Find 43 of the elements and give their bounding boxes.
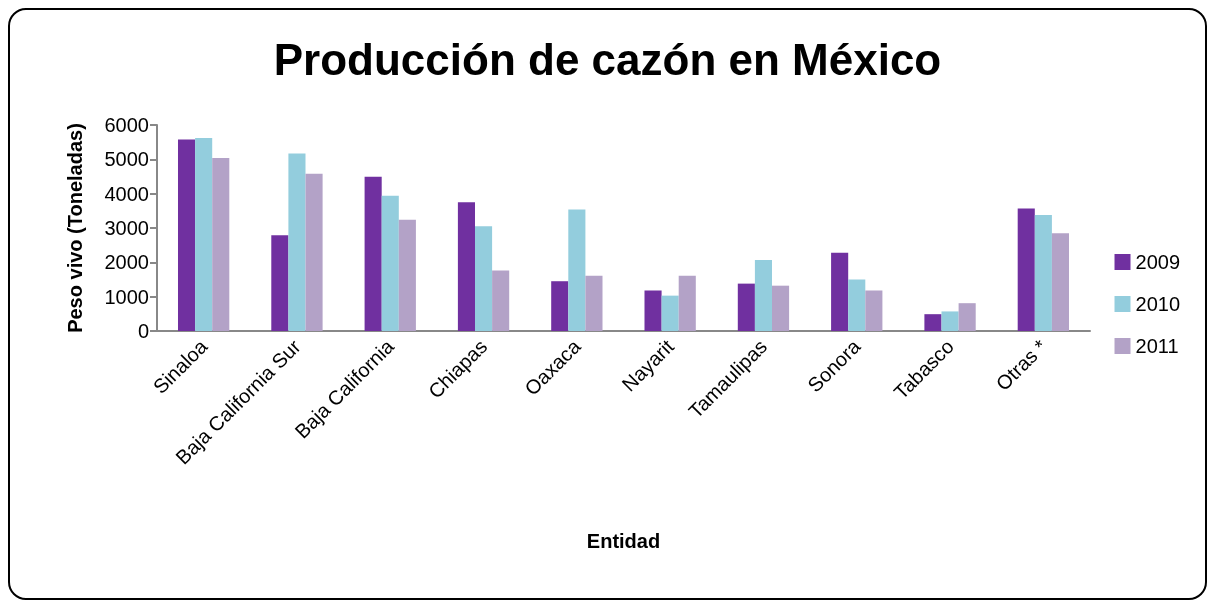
bar <box>1017 208 1035 331</box>
y-tick-label: 2000 <box>104 251 149 274</box>
x-axis-title: Entidad <box>586 530 661 552</box>
bar <box>271 235 289 331</box>
y-tick-label: 1000 <box>104 285 149 308</box>
bar <box>364 176 382 331</box>
bar <box>195 138 213 331</box>
bar <box>305 173 323 331</box>
bar <box>678 275 696 331</box>
bar <box>212 157 230 331</box>
bar <box>475 226 493 331</box>
bar <box>457 202 475 331</box>
legend-label: 2010 <box>1135 293 1181 315</box>
bar <box>585 275 603 331</box>
bar <box>381 195 399 331</box>
bar <box>644 290 662 331</box>
legend-label: 2011 <box>1135 335 1179 357</box>
bar <box>551 281 569 331</box>
y-axis-title: Peso vivo (Toneladas) <box>64 123 86 333</box>
bar <box>924 314 942 331</box>
bar <box>831 252 849 331</box>
y-tick-label: 0 <box>137 320 149 342</box>
bar <box>848 279 866 331</box>
bar <box>865 290 883 331</box>
bar <box>288 153 306 331</box>
bar <box>737 283 755 331</box>
chart-title: Producción de cazón en México <box>273 34 942 84</box>
bar <box>958 303 976 331</box>
bar <box>1051 233 1070 331</box>
y-tick-label: 5000 <box>104 148 149 171</box>
bar <box>772 285 790 331</box>
bar <box>754 259 772 331</box>
y-tick-label: 3000 <box>104 217 149 239</box>
bar <box>492 270 510 331</box>
bar <box>398 219 416 331</box>
y-tick-label: 6000 <box>104 114 149 136</box>
legend-label: 2009 <box>1135 251 1181 273</box>
bar <box>661 295 679 331</box>
bar <box>568 209 586 331</box>
bar <box>941 311 959 331</box>
y-tick-label: 4000 <box>104 182 149 205</box>
bar <box>177 139 196 331</box>
bar <box>1034 214 1052 331</box>
